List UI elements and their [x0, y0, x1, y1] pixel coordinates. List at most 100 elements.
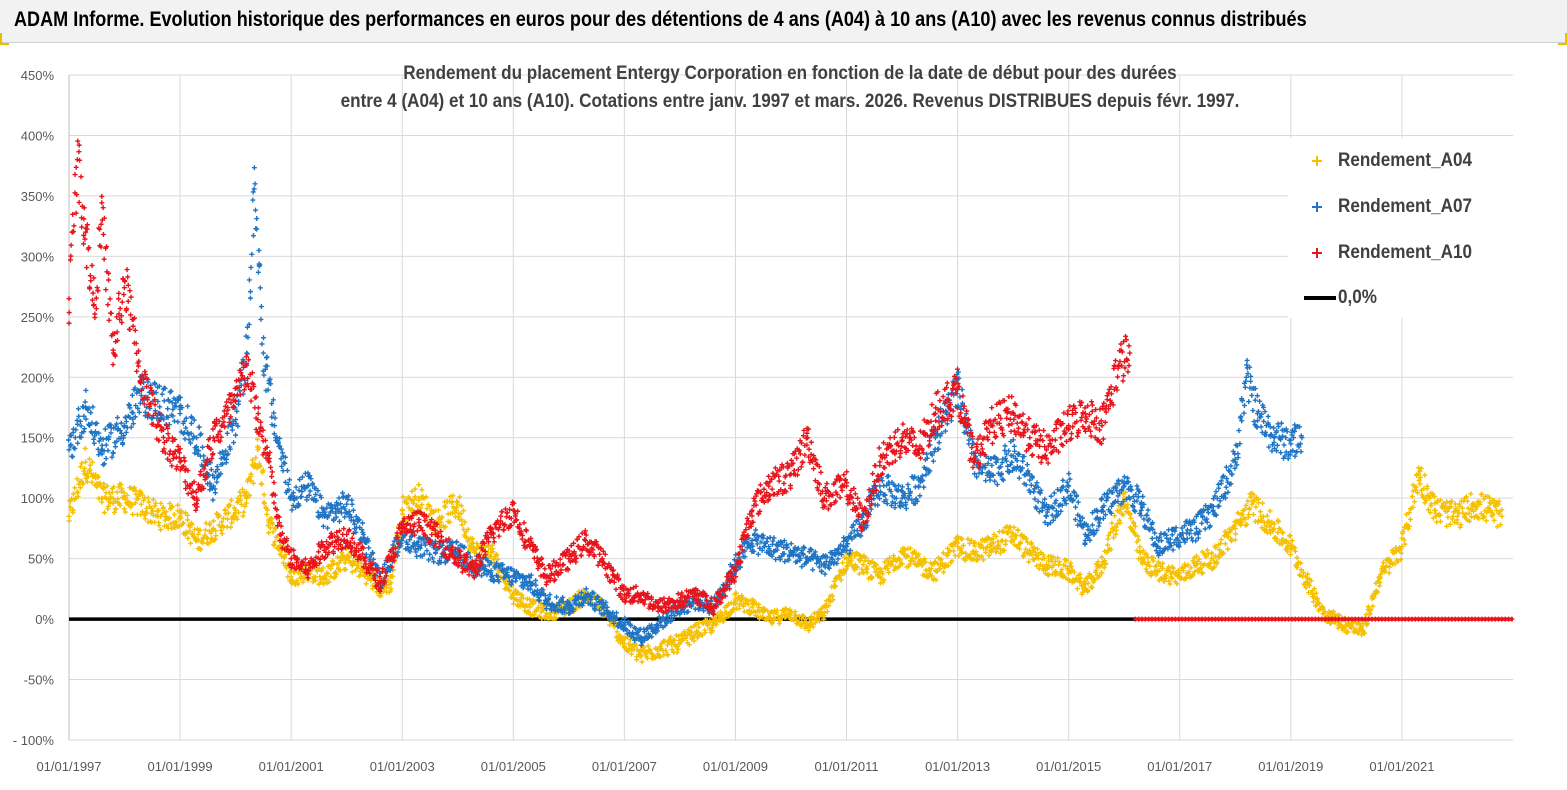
data-point: [1143, 566, 1149, 572]
data-point: [105, 504, 111, 510]
y-tick-label: 450%: [21, 68, 55, 83]
data-point: [105, 302, 111, 308]
data-point: [337, 568, 343, 574]
data-point: [1052, 500, 1058, 506]
data-point: [344, 501, 350, 507]
data-point: [412, 494, 418, 500]
data-point: [419, 487, 425, 493]
data-point: [533, 598, 539, 604]
data-point: [270, 541, 276, 547]
data-point: [244, 351, 250, 357]
data-point: [325, 571, 331, 577]
data-point: [254, 226, 260, 232]
data-point: [229, 520, 235, 526]
x-tick-label: 01/01/2021: [1369, 759, 1434, 774]
data-point: [1228, 463, 1234, 469]
data-point: [536, 613, 542, 619]
data-point: [197, 527, 203, 533]
y-tick-label: 300%: [21, 249, 55, 264]
data-point: [1134, 483, 1140, 489]
data-point: [1024, 462, 1030, 468]
data-point: [159, 391, 165, 397]
data-point: [90, 290, 96, 296]
data-point: [92, 311, 98, 317]
data-point: [410, 500, 416, 506]
data-point: [1233, 531, 1239, 537]
data-point: [77, 418, 83, 424]
data-point: [111, 509, 117, 515]
data-point: [1089, 522, 1095, 528]
data-point: [89, 459, 95, 465]
data-point: [113, 506, 119, 512]
data-point: [119, 299, 125, 305]
data-point: [179, 508, 185, 514]
data-point: [776, 621, 782, 627]
data-point: [176, 523, 182, 529]
data-point: [264, 354, 270, 360]
data-point: [454, 539, 460, 545]
data-point: [108, 494, 114, 500]
data-point: [1235, 451, 1241, 457]
data-point: [88, 278, 94, 284]
data-point: [917, 493, 923, 499]
data-point: [101, 256, 107, 262]
data-point: [82, 399, 88, 405]
data-point: [507, 588, 513, 594]
data-point: [217, 513, 223, 519]
data-point: [1244, 357, 1250, 363]
data-point: [1075, 499, 1081, 505]
data-point: [328, 566, 334, 572]
data-point: [412, 486, 418, 492]
data-point: [987, 477, 993, 483]
data-point: [70, 507, 76, 513]
data-point: [281, 555, 287, 561]
data-point: [117, 306, 123, 312]
data-point: [300, 579, 306, 585]
data-point: [196, 537, 202, 543]
data-point: [71, 223, 77, 229]
data-point: [510, 601, 516, 607]
data-point: [1245, 498, 1251, 504]
data-point: [271, 423, 277, 429]
data-point: [614, 629, 620, 635]
data-point: [228, 497, 234, 503]
data-point: [349, 569, 355, 575]
data-point: [416, 482, 422, 488]
data-point: [229, 427, 235, 433]
data-point: [153, 500, 159, 506]
data-point: [1276, 424, 1282, 430]
data-point: [257, 285, 263, 291]
data-point: [1011, 443, 1017, 449]
data-point: [516, 590, 522, 596]
data-point: [99, 200, 105, 206]
data-point: [182, 510, 188, 516]
data-point: [1264, 513, 1270, 519]
data-point: [106, 277, 112, 283]
data-point: [95, 288, 101, 294]
data-point: [490, 549, 496, 555]
data-point: [418, 505, 424, 511]
data-point: [536, 604, 542, 610]
data-point: [219, 531, 225, 537]
data-point: [128, 294, 134, 300]
data-point: [1073, 504, 1079, 510]
data-point: [219, 519, 225, 525]
data-point: [936, 440, 942, 446]
data-point: [1246, 399, 1252, 405]
data-point: [139, 492, 145, 498]
data-point: [75, 440, 81, 446]
data-point: [476, 544, 482, 550]
y-tick-label: 50%: [28, 552, 54, 567]
data-point: [461, 526, 467, 532]
x-tick-label: 01/01/1999: [148, 759, 213, 774]
data-point: [875, 502, 881, 508]
data-point: [307, 488, 313, 494]
data-point: [225, 510, 231, 516]
data-point: [273, 526, 279, 532]
data-point: [83, 459, 89, 465]
data-point: [1096, 520, 1102, 526]
data-point: [199, 444, 205, 450]
data-point: [231, 440, 237, 446]
data-point: [1223, 484, 1229, 490]
series-rendement_a04: [66, 436, 1505, 665]
